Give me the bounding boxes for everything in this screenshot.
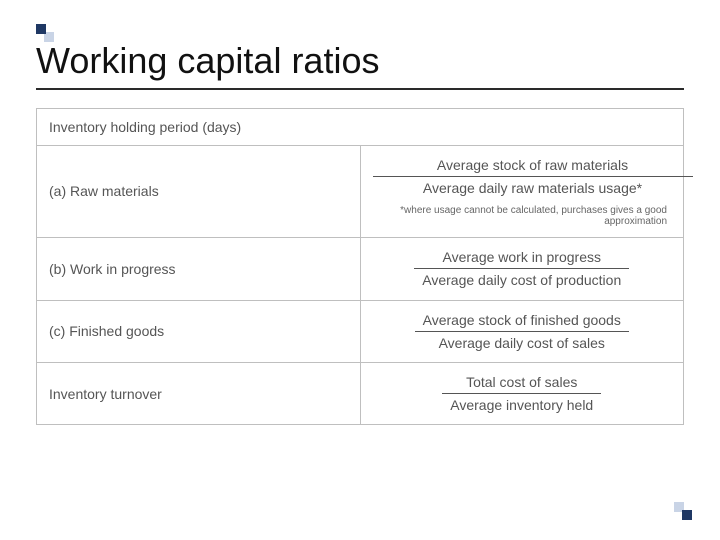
slide: Working capital ratios Inventory holding… (0, 0, 720, 540)
footnote: *where usage cannot be calculated, purch… (373, 205, 672, 227)
numerator: Average stock of raw materials (373, 156, 693, 174)
row-formula: Total cost of sales Average inventory he… (360, 362, 684, 424)
numerator: Average stock of finished goods (415, 311, 629, 329)
table-header-row: Inventory holding period (days) (37, 108, 684, 145)
table-row: (b) Work in progress Average work in pro… (37, 238, 684, 300)
fraction: Average stock of finished goods Average … (415, 311, 629, 352)
row-formula: Average stock of finished goods Average … (360, 300, 684, 362)
numerator: Average work in progress (414, 248, 629, 266)
slide-title: Working capital ratios (36, 28, 684, 80)
table-row: (c) Finished goods Average stock of fini… (37, 300, 684, 362)
corner-accent (674, 502, 692, 520)
row-formula: Average work in progress Average daily c… (360, 238, 684, 300)
fraction-bar (414, 268, 629, 269)
fraction-bar (415, 331, 629, 332)
denominator: Average inventory held (442, 396, 601, 414)
numerator: Total cost of sales (442, 373, 601, 391)
table-row: (a) Raw materials Average stock of raw m… (37, 145, 684, 237)
denominator: Average daily cost of sales (415, 334, 629, 352)
title-bullet-accent (36, 24, 54, 42)
denominator: Average daily raw materials usage* (373, 179, 693, 197)
denominator: Average daily cost of production (414, 271, 629, 289)
table-header: Inventory holding period (days) (37, 108, 684, 145)
fraction: Total cost of sales Average inventory he… (442, 373, 601, 414)
fraction: Average stock of raw materials Average d… (373, 156, 693, 197)
fraction-bar (442, 393, 601, 394)
table-row: Inventory turnover Total cost of sales A… (37, 362, 684, 424)
fraction: Average work in progress Average daily c… (414, 248, 629, 289)
row-formula: Average stock of raw materials Average d… (360, 145, 684, 237)
row-label: (c) Finished goods (37, 300, 361, 362)
ratios-table: Inventory holding period (days) (a) Raw … (36, 108, 684, 426)
row-label: (a) Raw materials (37, 145, 361, 237)
row-label: (b) Work in progress (37, 238, 361, 300)
row-label: Inventory turnover (37, 362, 361, 424)
fraction-bar (373, 176, 693, 177)
title-rule (36, 88, 684, 90)
